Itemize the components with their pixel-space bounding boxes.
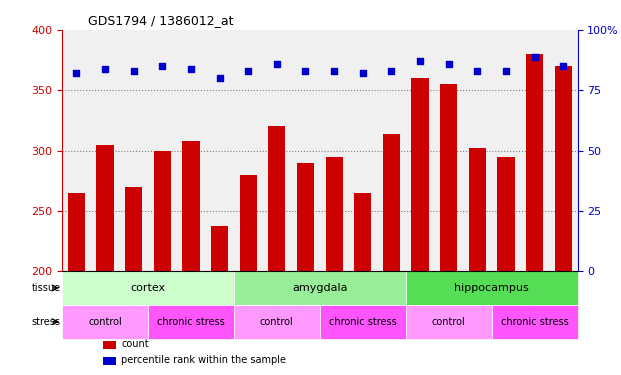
Point: [301, 68, 310, 74]
Text: control: control: [432, 317, 466, 327]
Point: [157, 63, 167, 69]
Text: stress: stress: [32, 317, 61, 327]
Point: [558, 63, 568, 69]
Bar: [325, 157, 343, 271]
Point: [243, 68, 253, 74]
Text: amygdala: amygdala: [292, 283, 348, 293]
Point: [129, 68, 138, 74]
Bar: [103, 342, 116, 349]
Point: [100, 66, 110, 72]
FancyBboxPatch shape: [148, 305, 234, 339]
FancyBboxPatch shape: [234, 271, 406, 305]
Text: count: count: [121, 339, 149, 350]
Point: [473, 68, 483, 74]
Bar: [211, 226, 228, 271]
Text: tissue: tissue: [32, 283, 61, 293]
Bar: [68, 193, 85, 271]
Bar: [412, 78, 428, 271]
Point: [186, 66, 196, 72]
Bar: [240, 175, 257, 271]
Point: [386, 68, 396, 74]
FancyBboxPatch shape: [492, 305, 578, 339]
Point: [215, 75, 225, 81]
Point: [530, 54, 540, 60]
Bar: [268, 126, 286, 271]
Text: percentile rank within the sample: percentile rank within the sample: [121, 355, 286, 365]
Text: cortex: cortex: [130, 283, 166, 293]
Bar: [103, 357, 116, 364]
Text: control: control: [88, 317, 122, 327]
Bar: [469, 148, 486, 271]
Point: [501, 68, 511, 74]
Bar: [125, 187, 142, 271]
Point: [272, 61, 282, 67]
FancyBboxPatch shape: [234, 305, 320, 339]
Text: chronic stress: chronic stress: [501, 317, 568, 327]
FancyBboxPatch shape: [406, 305, 492, 339]
Bar: [354, 193, 371, 271]
FancyBboxPatch shape: [406, 271, 578, 305]
FancyBboxPatch shape: [62, 271, 234, 305]
Bar: [297, 163, 314, 271]
Text: GDS1794 / 1386012_at: GDS1794 / 1386012_at: [88, 15, 233, 27]
Point: [358, 70, 368, 76]
Text: chronic stress: chronic stress: [329, 317, 397, 327]
Point: [329, 68, 339, 74]
Bar: [383, 134, 400, 271]
Text: chronic stress: chronic stress: [157, 317, 225, 327]
Point: [415, 58, 425, 64]
Bar: [526, 54, 543, 271]
Bar: [440, 84, 457, 271]
Bar: [96, 144, 114, 271]
Point: [71, 70, 81, 76]
Bar: [497, 157, 515, 271]
FancyBboxPatch shape: [320, 305, 406, 339]
Point: [443, 61, 453, 67]
Text: hippocampus: hippocampus: [454, 283, 529, 293]
Text: control: control: [260, 317, 294, 327]
FancyBboxPatch shape: [62, 305, 148, 339]
Bar: [555, 66, 572, 271]
Bar: [154, 150, 171, 271]
Bar: [183, 141, 199, 271]
